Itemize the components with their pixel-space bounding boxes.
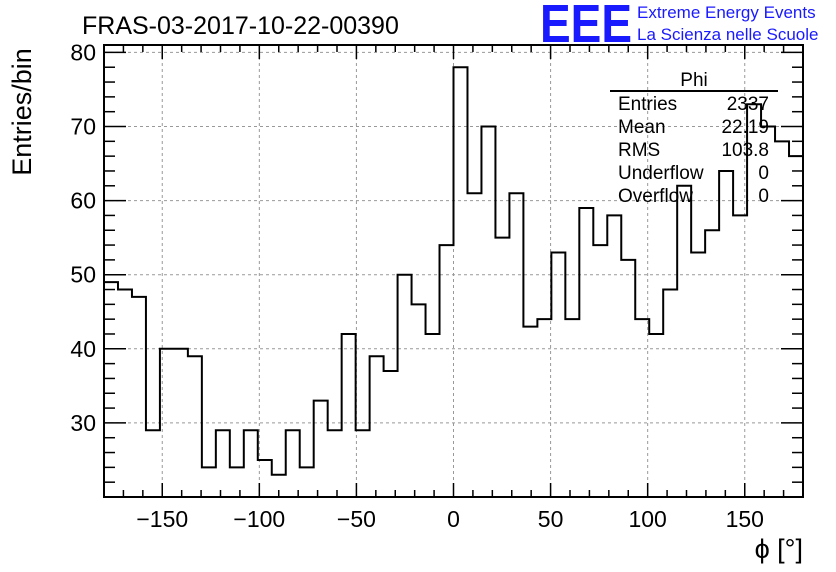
x-tick-label: 150	[726, 506, 764, 532]
y-tick-label: 50	[70, 262, 96, 288]
logo-mark: EEE	[540, 0, 632, 54]
stats-title: Phi	[680, 70, 707, 91]
stats-value: 0	[758, 186, 769, 207]
histogram-series	[104, 66, 803, 476]
eee-logo: EEE Extreme Energy Events La Scienza nel…	[540, 0, 818, 54]
x-tick-label: 50	[538, 506, 564, 532]
stats-label: Mean	[618, 117, 666, 138]
stats-box: Phi Entries 2337 Mean 22.19 RMS 103.8 Underflo…	[610, 70, 778, 207]
x-tick-label: −50	[337, 506, 376, 532]
stats-label: Underflow	[618, 163, 704, 184]
y-tick-label: 70	[70, 114, 96, 140]
stats-value: 0	[758, 163, 769, 184]
stats-value: 2337	[727, 94, 769, 115]
chart-title: FRAS-03-2017-10-22-00390	[82, 12, 399, 40]
tick-labels: −150 −100 −50 0 50 100 150 30 40 50 60 70 80	[70, 39, 764, 532]
logo-line-1: Extreme Energy Events	[637, 3, 816, 22]
x-tick-label: 100	[628, 506, 666, 532]
y-tick-label: 40	[70, 336, 96, 362]
stats-value: 22.19	[721, 117, 769, 138]
x-tick-label: −150	[136, 506, 188, 532]
stats-label: Entries	[618, 94, 677, 115]
x-axis-label: ϕ [°]	[755, 534, 803, 564]
y-axis-label: Entries/bin	[7, 48, 37, 176]
logo-line-2: La Scienza nelle Scuole	[637, 25, 818, 44]
y-tick-label: 80	[70, 39, 96, 65]
x-tick-label: 0	[447, 506, 460, 532]
x-tick-label: −100	[233, 506, 285, 532]
stats-label: RMS	[618, 140, 660, 161]
y-tick-label: 30	[70, 410, 96, 436]
stats-label: Overflow	[618, 186, 693, 207]
y-tick-label: 60	[70, 188, 96, 214]
axis-ticks	[103, 45, 804, 497]
stats-value: 103.8	[721, 140, 769, 161]
